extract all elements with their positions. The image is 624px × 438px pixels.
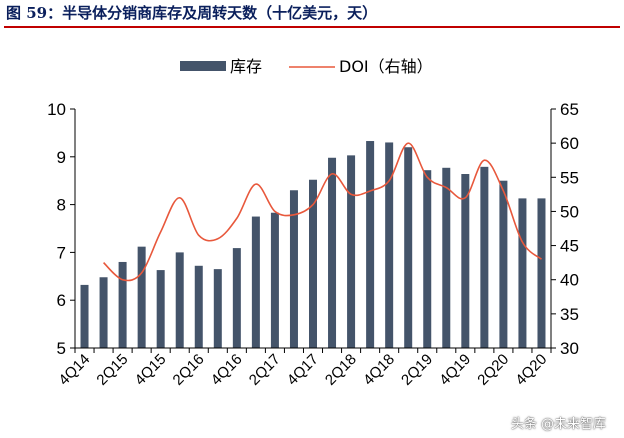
bar [309, 179, 317, 348]
x-tick-label: 2Q20 [474, 351, 512, 389]
bar [270, 212, 279, 348]
right-tick-label: 65 [560, 100, 579, 119]
x-tick-label: 4Q17 [284, 351, 322, 389]
bar [499, 180, 508, 348]
legend-label-inventory: 库存 [230, 57, 262, 76]
bar [461, 174, 470, 348]
bar [99, 277, 108, 348]
bar [118, 261, 127, 348]
chart-legend: 库存 DOI（右轴） [180, 57, 433, 76]
x-tick-label: 2Q17 [246, 351, 284, 389]
line-series [103, 142, 543, 282]
bar [80, 284, 89, 348]
bar [480, 166, 489, 348]
right-tick-label: 30 [560, 339, 579, 358]
bar [442, 167, 451, 348]
x-tick-label: 2Q16 [170, 351, 208, 389]
bar [328, 157, 337, 348]
x-tick-label: 4Q19 [436, 351, 474, 389]
bar-series [80, 141, 546, 348]
right-tick-label: 40 [560, 271, 579, 290]
x-tick-label: 4Q15 [132, 351, 170, 389]
figure-title: 图 59：半导体分销商库存及周转天数（十亿美元，天） [4, 0, 620, 28]
x-tick-label: 4Q18 [360, 351, 398, 389]
left-tick-label: 10 [47, 100, 66, 119]
left-tick-label: 6 [57, 291, 66, 310]
bar [232, 248, 241, 348]
right-tick-label: 35 [560, 305, 579, 324]
right-tick-label: 45 [560, 237, 579, 256]
x-tick-label: 2Q18 [322, 351, 360, 389]
bar [385, 142, 394, 348]
bar [404, 147, 413, 348]
bar [251, 216, 260, 348]
left-tick-label: 5 [57, 339, 66, 358]
left-tick-label: 9 [57, 148, 66, 167]
legend-label-doi: DOI（右轴） [339, 57, 433, 76]
bar [289, 190, 298, 348]
x-tick-label: 4Q20 [512, 351, 550, 389]
bar [137, 246, 146, 348]
watermark: 头条 @未来智库 [510, 417, 606, 432]
bar [537, 198, 546, 348]
right-tick-label: 60 [560, 134, 579, 153]
bar [194, 265, 203, 348]
doi-line [103, 142, 543, 282]
bar [213, 269, 222, 348]
bar [175, 252, 184, 348]
left-tick-label: 7 [57, 243, 66, 262]
bar [156, 270, 165, 348]
x-tick-label: 4Q16 [208, 351, 246, 389]
x-tick-label: 2Q19 [398, 351, 436, 389]
bar [518, 198, 527, 348]
legend-swatch-inventory [180, 61, 226, 71]
bar [366, 141, 375, 348]
bar [423, 170, 432, 348]
left-tick-label: 8 [57, 196, 66, 215]
x-tick-label: 2Q15 [93, 351, 131, 389]
bar [347, 155, 356, 348]
right-tick-label: 55 [560, 168, 579, 187]
right-tick-label: 50 [560, 202, 579, 221]
